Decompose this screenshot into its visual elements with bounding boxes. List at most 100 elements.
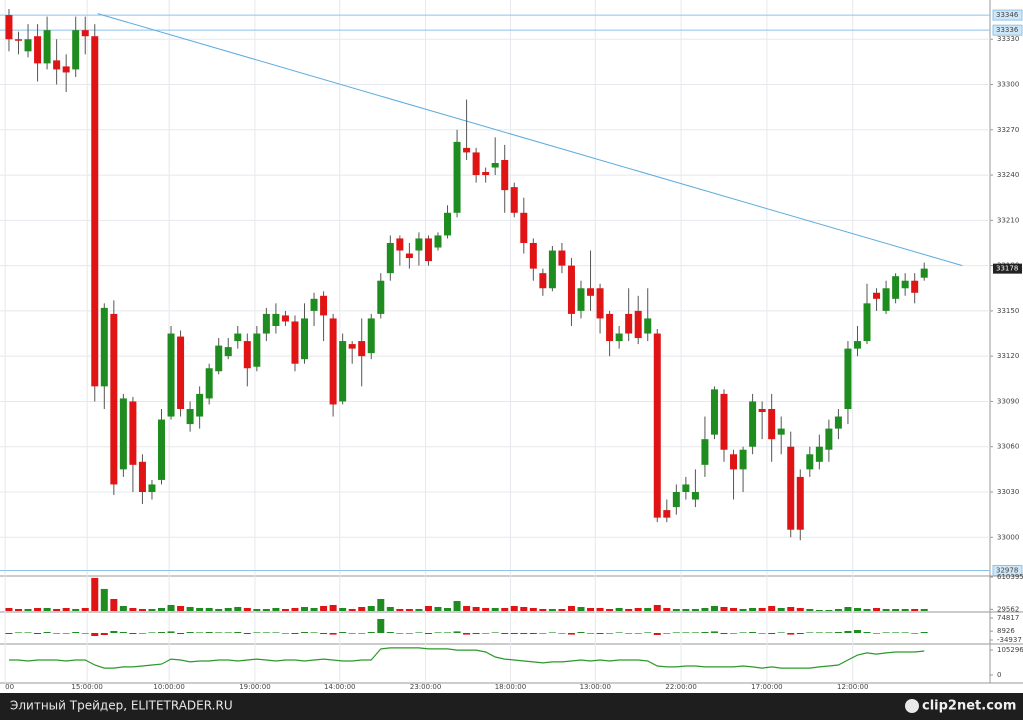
delta-bar [5,633,13,635]
delta-bar [834,631,842,633]
candle-body [110,313,118,485]
candle-body [529,242,537,269]
y-tick-label: 33330 [997,35,1019,43]
volume-bar [291,607,299,611]
delta-bar [301,631,309,633]
volume-bar [339,607,347,611]
candle-body [501,159,509,191]
delta-bar [710,631,718,633]
delta-bar [100,633,108,636]
candle-body [386,242,394,274]
y-tick-label: 8926 [997,627,1015,635]
delta-bar [167,631,175,633]
delta-bar [853,629,861,633]
delta-bar [253,632,261,633]
delta-bar [520,633,528,635]
delta-bar [405,633,413,634]
x-tick-label: 17:00:00 [751,683,782,691]
y-tick-label: 105296 [997,646,1023,654]
delta-bar [62,633,70,634]
volume-bar [405,608,413,611]
candle-body [815,446,823,462]
volume-bar [730,607,738,611]
volume-bar [482,607,490,611]
candle-body [243,341,251,369]
delta-bar [625,633,633,634]
candle-body [34,36,42,64]
volume-bar [615,607,623,611]
volume-bar [253,608,261,611]
candle-body [691,491,699,500]
delta-bar [587,633,595,634]
candle-body [577,288,585,311]
candle-body [396,238,404,251]
volume-bar [262,608,270,611]
delta-bar [348,633,356,634]
volume-bar [72,608,80,611]
delta-bar [358,633,366,634]
volume-bar [491,607,499,611]
candle-body [787,446,795,530]
candle-body [158,419,166,480]
volume-bar [587,607,595,611]
candle-body [310,298,318,311]
volume-bar [186,606,194,611]
trendline [97,13,963,267]
volume-bar [234,606,242,611]
logo-icon [905,699,919,713]
delta-bar [701,631,709,633]
candle-body [567,265,575,314]
delta-bar [806,632,814,633]
candle-body [119,398,127,470]
volume-bar [672,608,680,611]
candle-body [644,318,652,334]
volume-bar [501,607,509,611]
candle-body [129,401,137,465]
delta-bar [34,633,42,635]
indicator-line [9,647,925,669]
delta-bar [234,631,242,633]
volume-bar [663,607,671,611]
volume-bar [386,606,394,611]
volume-bar [510,605,518,611]
delta-bar [463,633,471,635]
level-label: 32978 [996,566,1018,574]
delta-bar [768,633,776,635]
volume-bar [892,608,900,611]
delta-bar [158,631,166,633]
candle-body [262,313,270,334]
candle-body [653,333,661,518]
candle-body [892,276,900,299]
delta-bar [119,631,127,633]
volume-bar [24,608,32,611]
volume-bar [148,608,156,611]
y-tick-label: 33120 [997,352,1019,360]
footer-source: Элитный Трейдер, ELITETRADER.RU [10,699,233,713]
x-tick-label: 13:00:00 [580,683,611,691]
candle-body [491,162,499,168]
candle-body [911,280,919,293]
volume-bar [224,607,232,611]
delta-bar [730,633,738,634]
y-tick-label: 33240 [997,171,1019,179]
candle-body [234,333,242,342]
volume-bar [844,606,852,611]
volume-bar [43,607,51,611]
candle-body [320,295,328,316]
volume-bar [348,608,356,611]
volume-bar [558,608,566,611]
delta-bar [367,631,375,633]
candle-body [291,321,299,364]
delta-bar [663,633,671,634]
delta-bar [739,632,747,633]
candle-body [91,36,99,387]
candle-body [701,439,709,465]
candle-body [834,416,842,429]
delta-bar [892,632,900,633]
candle-body [367,318,375,354]
candle-body [758,408,766,413]
candle-body [625,313,633,334]
delta-bar [81,633,89,634]
x-tick-label: 12:00:00 [837,683,868,691]
candle-body [24,39,32,52]
